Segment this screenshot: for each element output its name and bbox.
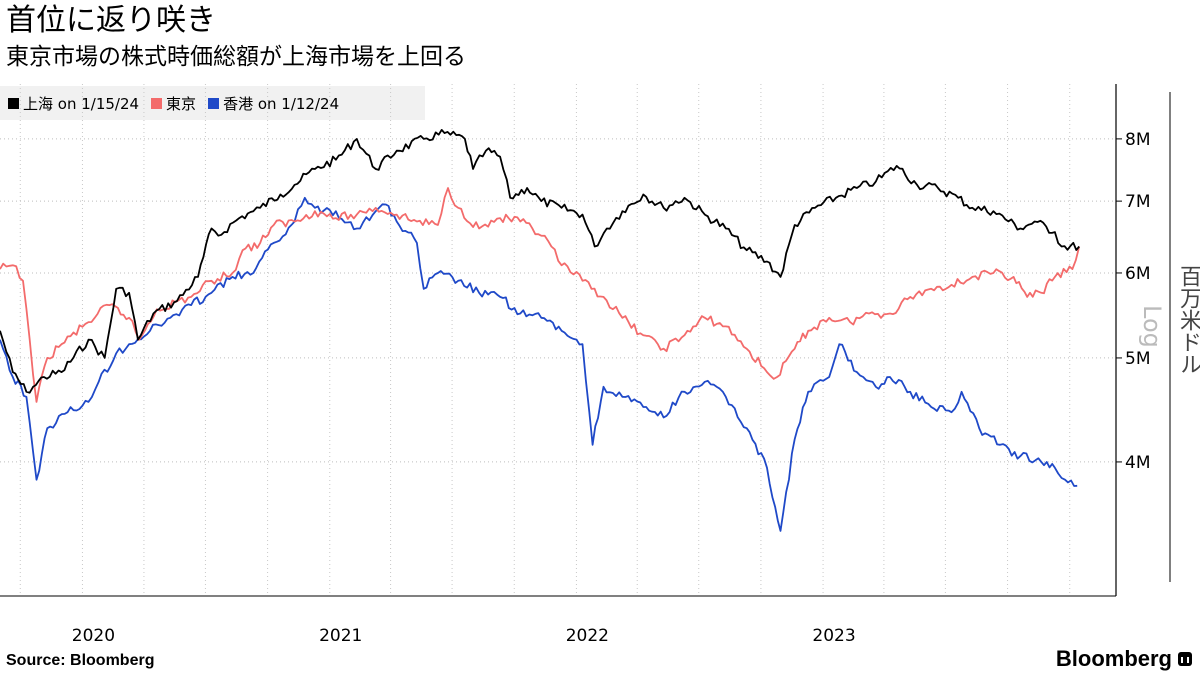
x-tick-label-0: 2020: [72, 626, 115, 646]
x-tick-label-3: 2023: [812, 626, 855, 646]
chart-title: 首位に返り咲き: [6, 3, 216, 38]
legend-swatch-tokyo: [151, 97, 163, 109]
legend-label-shanghai: 上海 on 1/15/24: [23, 94, 140, 113]
x-tick-label-2: 2022: [566, 626, 609, 646]
legend-swatch-hongkong: [208, 97, 220, 109]
series-line-tokyo: [0, 187, 1081, 403]
source-note: Source: Bloomberg: [6, 652, 155, 669]
series-line-hongkong: [0, 196, 1078, 532]
x-axis-ticks: 2020 2021 2022 2023: [72, 626, 856, 646]
chart-subtitle: 東京市場の株式時価総額が上海市場を上回る: [6, 44, 466, 70]
y-tick-label-0: 4M: [1125, 453, 1150, 473]
y-tick-label-2: 6M: [1125, 264, 1150, 284]
series-line-shanghai: [0, 129, 1080, 394]
unit-label: 百万米ドル: [1176, 265, 1200, 375]
y-tick-label-1: 5M: [1125, 349, 1150, 369]
legend-label-tokyo: 東京: [166, 94, 197, 113]
y-axis-ticks: 4M 5M 6M 7M 8M: [1116, 130, 1150, 473]
vertical-gridlines: [19, 84, 1071, 596]
legend-item-tokyo[interactable]: 東京: [151, 93, 196, 114]
horizontal-gridlines: [0, 138, 1116, 463]
legend-item-hongkong[interactable]: 香港 on 1/12/24: [208, 93, 339, 114]
legend-swatch-shanghai: [8, 97, 19, 109]
legend-label-hongkong: 香港 on 1/12/24: [223, 94, 340, 113]
bloomberg-mark-icon: [1178, 652, 1192, 666]
series-lines: [0, 129, 1081, 532]
scale-label: Log: [1138, 305, 1166, 348]
bloomberg-logo: Bloomberg: [1056, 646, 1192, 672]
x-tick-label-1: 2021: [319, 626, 362, 646]
legend-item-shanghai[interactable]: 上海 on 1/15/24: [8, 93, 139, 114]
brand-text: Bloomberg: [1055, 646, 1172, 671]
y-tick-label-4: 8M: [1125, 130, 1150, 150]
legend: 上海 on 1/15/24 東京 香港 on 1/12/24: [0, 86, 425, 120]
y-tick-label-3: 7M: [1125, 192, 1150, 212]
